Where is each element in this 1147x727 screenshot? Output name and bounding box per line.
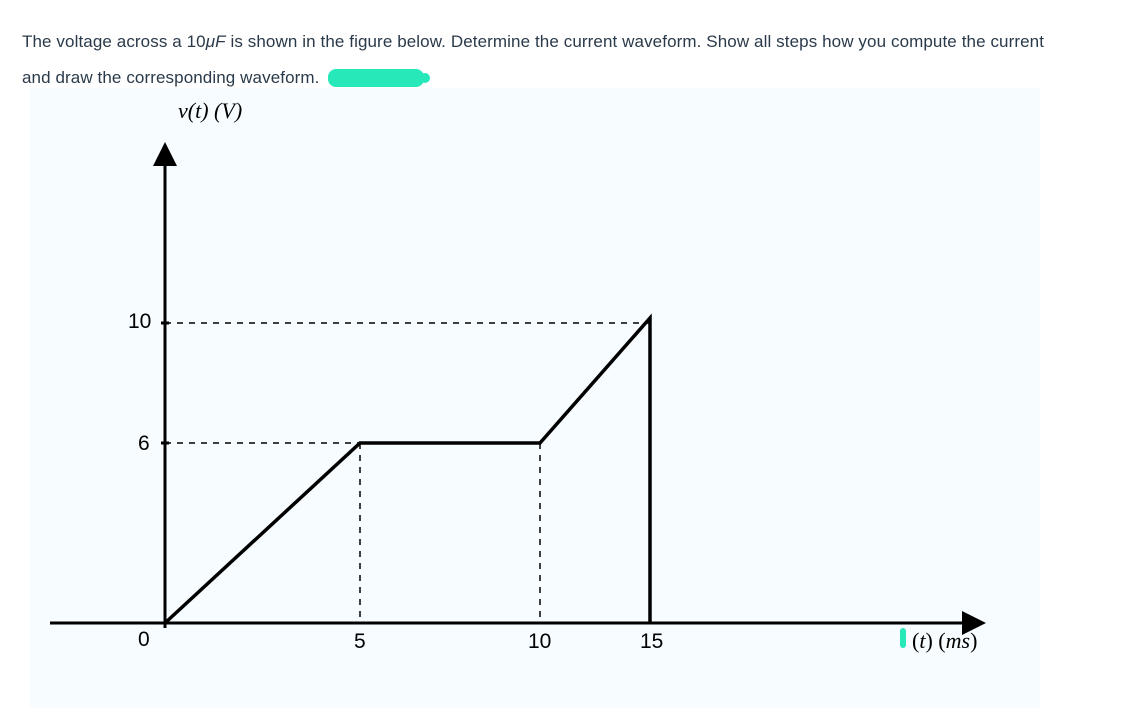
ytick-label-6: 6 <box>138 432 150 456</box>
voltage-waveform <box>165 318 650 623</box>
problem-part1: The voltage across a 10 <box>22 32 206 51</box>
dash-lines <box>165 323 650 623</box>
ytick-label-0: 0 <box>138 628 150 652</box>
unit: μF <box>206 32 226 51</box>
problem-part3: and draw the corresponding waveform. <box>22 68 319 87</box>
problem-statement: The voltage across a 10μF is shown in th… <box>0 0 1147 95</box>
x-axis-label: (t) (ms) <box>912 628 977 654</box>
ytick-label-10: 10 <box>128 310 151 334</box>
green-tick-mark <box>900 628 906 648</box>
chart-svg <box>30 88 1040 708</box>
xtick-label-10: 10 <box>528 630 551 654</box>
chart-area: v(t) (V) 10 6 0 5 10 15 (t) (ms <box>30 88 1040 708</box>
xtick-label-15: 15 <box>640 630 663 654</box>
highlighter-mark <box>328 69 424 87</box>
problem-part2: is shown in the figure below. Determine … <box>226 32 1044 51</box>
xtick-label-5: 5 <box>354 630 366 654</box>
